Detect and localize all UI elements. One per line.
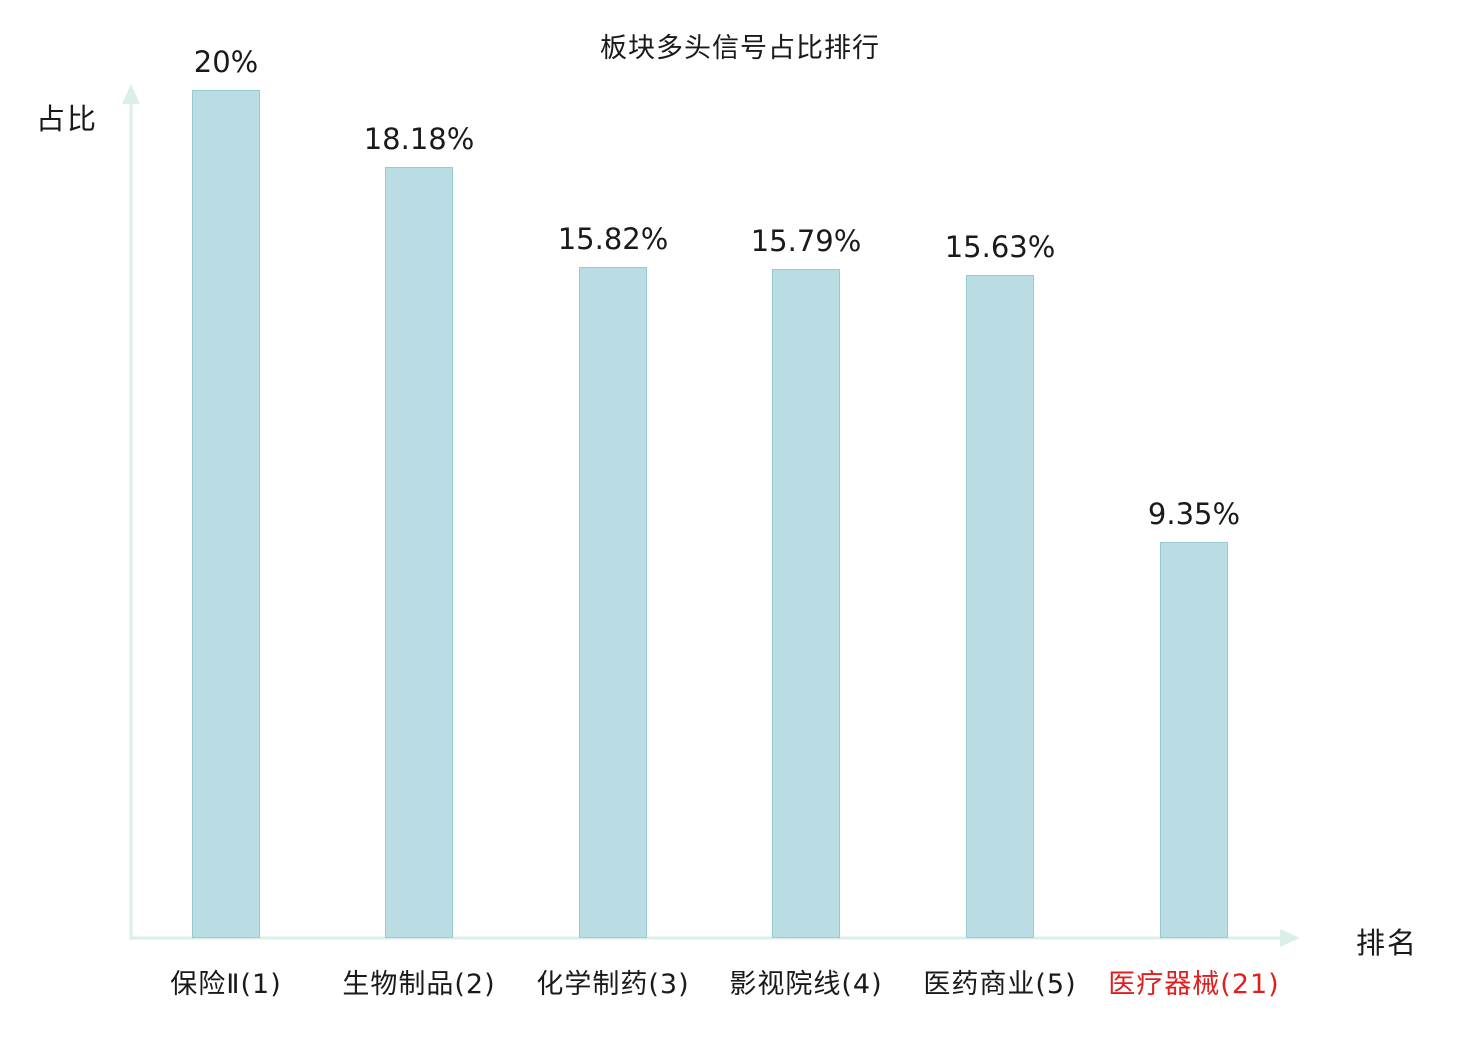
bar-value-label: 15.79% xyxy=(750,224,862,258)
bar-4 xyxy=(772,269,840,938)
y-axis-arrow-icon xyxy=(122,84,140,104)
category-label: 医药商业(5) xyxy=(923,969,1077,1000)
bar-1 xyxy=(192,90,260,938)
bar-value-label: 15.82% xyxy=(557,222,669,256)
category-label: 医疗器械(21) xyxy=(1108,969,1280,1000)
bar-value-label: 15.63% xyxy=(944,230,1056,264)
bar-value-label: 18.18% xyxy=(363,122,475,156)
category-label: 影视院线(4) xyxy=(729,969,883,1000)
bar-value-label: 9.35% xyxy=(1147,497,1241,531)
chart-title: 板块多头信号占比排行 xyxy=(600,33,880,64)
category-label: 保险Ⅱ(1) xyxy=(170,969,282,1000)
bar-5 xyxy=(966,275,1034,938)
x-axis-label: 排名 xyxy=(1356,926,1419,960)
x-axis-arrow-icon xyxy=(1280,929,1300,947)
bar-value-label: 20% xyxy=(193,45,259,79)
bar-6 xyxy=(1160,542,1228,938)
bar-2 xyxy=(385,167,453,938)
category-label: 化学制药(3) xyxy=(536,969,690,1000)
bar-3 xyxy=(579,267,647,938)
category-label: 生物制品(2) xyxy=(342,969,496,1000)
y-axis-label: 占比 xyxy=(36,102,99,136)
